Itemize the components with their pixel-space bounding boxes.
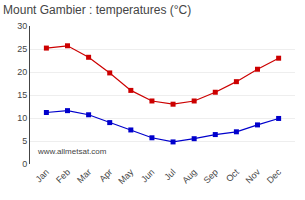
svg-text:Mount Gambier : temperatures (: Mount Gambier : temperatures (°C)	[3, 3, 191, 17]
svg-text:Jan: Jan	[34, 167, 51, 184]
svg-text:Mar: Mar	[75, 167, 93, 185]
svg-text:Aug: Aug	[180, 167, 198, 185]
svg-text:Feb: Feb	[54, 167, 72, 185]
svg-text:May: May	[116, 167, 135, 186]
svg-text:www.allmetsat.com: www.allmetsat.com	[37, 147, 107, 156]
svg-text:Nov: Nov	[244, 167, 263, 186]
svg-text:30: 30	[17, 21, 27, 31]
svg-text:Jun: Jun	[139, 167, 156, 184]
svg-text:Jul: Jul	[162, 167, 177, 182]
svg-text:25: 25	[17, 44, 27, 54]
svg-text:Dec: Dec	[265, 167, 284, 186]
svg-text:0: 0	[22, 159, 27, 169]
svg-text:20: 20	[17, 67, 27, 77]
svg-text:10: 10	[17, 113, 27, 123]
svg-text:5: 5	[22, 136, 27, 146]
svg-text:Sep: Sep	[201, 167, 219, 185]
svg-text:Apr: Apr	[97, 167, 114, 184]
svg-text:Oct: Oct	[224, 167, 241, 184]
svg-text:15: 15	[17, 90, 27, 100]
